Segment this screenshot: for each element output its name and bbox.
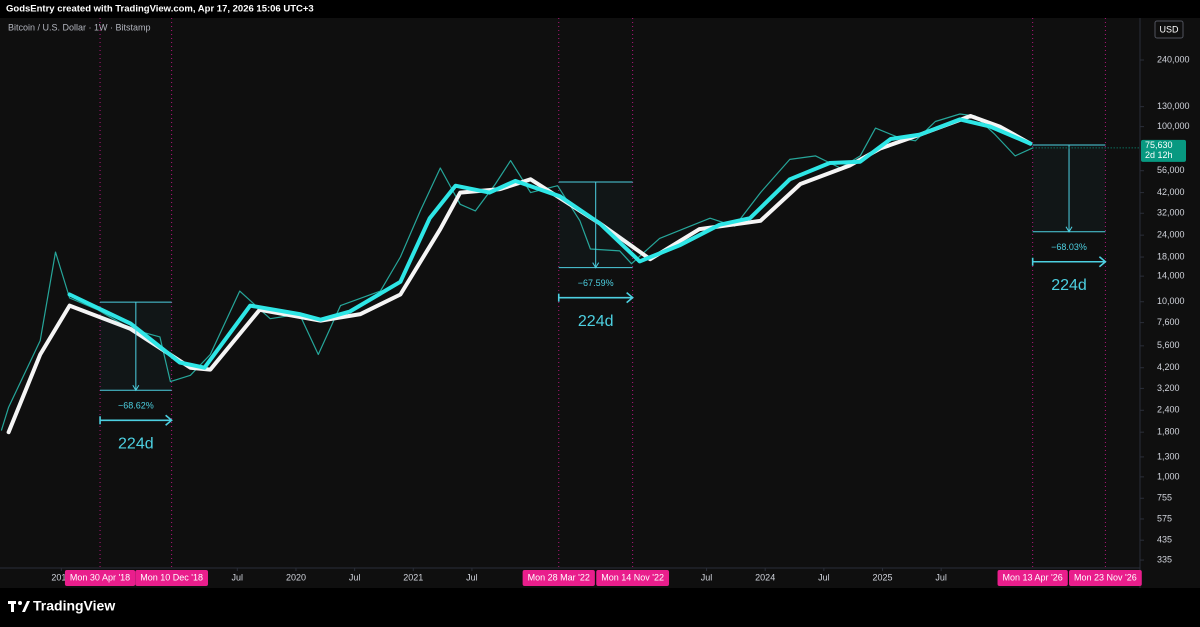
y-tick-label: 1,800: [1157, 427, 1180, 437]
y-tick-label: 3,200: [1157, 383, 1180, 393]
y-tick-label: 335: [1157, 554, 1172, 564]
marker-text: Mon 13 Apr '26: [1003, 572, 1063, 582]
series-line: [0, 113, 1034, 431]
y-tick-label: 56,000: [1157, 165, 1185, 175]
x-tick-label: Jul: [349, 572, 361, 582]
header: GodsEntry created with TradingView.com, …: [6, 4, 314, 15]
last-price: 75,630: [1145, 140, 1173, 150]
marker-box: [596, 570, 670, 586]
y-tick-label: 4,200: [1157, 362, 1180, 372]
y-tick-label: 240,000: [1157, 54, 1190, 64]
marker-label: Mon 23 Nov '26: [1069, 570, 1142, 586]
arrow-head: [1065, 226, 1073, 233]
marker-text: Mon 28 Mar '22: [528, 572, 590, 582]
pane: [0, 18, 1140, 568]
y-tick-label: 14,000: [1157, 271, 1185, 281]
x-tick-label: 2024: [755, 572, 775, 582]
arrow-head: [165, 414, 173, 426]
countdown: 2d 12h: [1145, 150, 1173, 160]
currency-box[interactable]: [1154, 20, 1184, 39]
footer-brand: TradingView: [33, 598, 115, 614]
arrow-head: [592, 262, 600, 269]
marker-label: Mon 30 Apr '18: [64, 570, 136, 586]
arrow-head: [1098, 256, 1107, 268]
series-line: [67, 117, 1033, 370]
marker-label: Mon 28 Mar '22: [522, 570, 595, 586]
arrow-head: [626, 292, 634, 304]
marker-label: Mon 14 Nov '22: [596, 570, 670, 586]
marker-box: [522, 570, 595, 586]
x-tick-label: 2020: [286, 572, 306, 582]
y-tick-label: 130,000: [1157, 101, 1190, 111]
marker-box: [997, 570, 1068, 586]
y-tick-label: 755: [1157, 493, 1172, 503]
y-tick-label: 575: [1157, 513, 1172, 523]
x-tick-label: Jul: [818, 572, 830, 582]
y-tick-label: 5,600: [1157, 340, 1180, 350]
y-tick-label: 32,000: [1157, 208, 1185, 218]
x-tick-label: 2018: [51, 572, 71, 582]
y-tick-label: 24,000: [1157, 230, 1185, 240]
symbol-label: Bitcoin / U.S. Dollar · 1W · Bitstamp: [8, 22, 151, 32]
marker-text: Mon 14 Nov '22: [601, 572, 664, 582]
change-label: −68.03%: [1051, 242, 1087, 252]
x-tick-label: Jul: [232, 572, 244, 582]
x-tick-label: Jul: [701, 572, 713, 582]
x-tick-label: 2021: [403, 572, 423, 582]
y-tick-label: 2,400: [1157, 405, 1180, 415]
y-tick-label: 10,000: [1157, 296, 1185, 306]
duration-label: 224d: [578, 313, 614, 330]
marker-box: [1069, 570, 1142, 586]
logo: [8, 601, 30, 612]
y-tick-label: 1,300: [1157, 451, 1180, 461]
plot: −68.62% 224d −67.59% 224d −68.03% 224d: [0, 18, 1107, 568]
change-label: −67.59%: [578, 278, 614, 288]
x-tick-label: Jul: [466, 572, 478, 582]
x-tick-label: Jul: [935, 572, 947, 582]
marker-label: Mon 13 Apr '26: [997, 570, 1068, 586]
y-axis-area: [1140, 18, 1200, 588]
y-tick-label: 42,000: [1157, 187, 1185, 197]
last-price-box: [1141, 139, 1186, 162]
y-tick-label: 435: [1157, 535, 1172, 545]
currency[interactable]: USD: [1159, 24, 1179, 34]
duration-label: 224d: [1051, 277, 1087, 294]
arrow-head: [132, 385, 140, 392]
y-tick-label: 100,000: [1157, 121, 1190, 131]
marker-text: Mon 10 Dec '18: [140, 572, 203, 582]
marker-box: [64, 570, 136, 586]
marker-label: Mon 10 Dec '18: [135, 570, 209, 586]
marker-text: Mon 30 Apr '18: [70, 572, 130, 582]
duration-label: 224d: [118, 436, 154, 453]
y-tick-label: 18,000: [1157, 251, 1185, 261]
y-tick-label: 1,000: [1157, 471, 1180, 481]
marker-box: [135, 570, 209, 586]
x-tick-label: 2025: [872, 572, 892, 582]
change-label: −68.62%: [118, 401, 154, 411]
marker-text: Mon 23 Nov '26: [1074, 572, 1137, 582]
y-tick-label: 7,600: [1157, 317, 1180, 327]
